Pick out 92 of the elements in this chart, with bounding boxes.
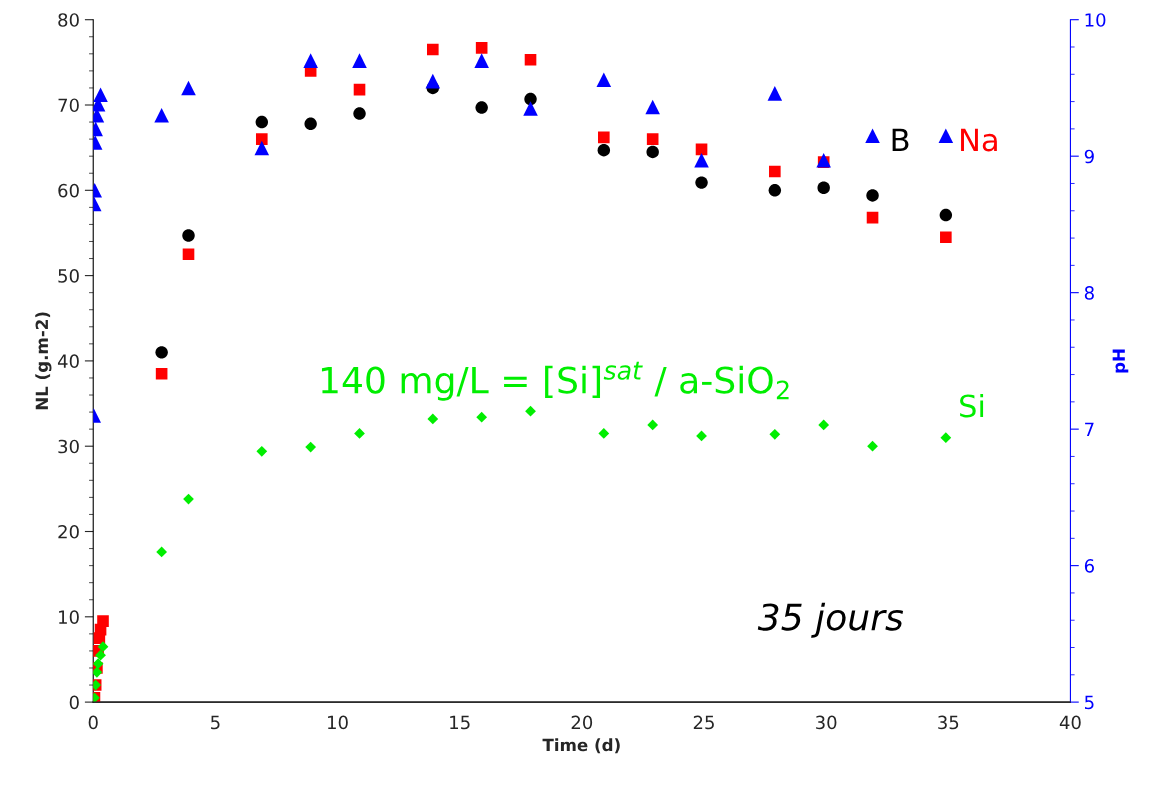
point [155, 367, 168, 380]
point [181, 80, 196, 96]
point [255, 115, 269, 129]
x-tick-label: 20 [571, 715, 593, 730]
point [476, 411, 488, 423]
point [255, 133, 268, 145]
point [475, 42, 488, 54]
point [940, 231, 952, 244]
point [694, 152, 709, 168]
x-tick-label: 15 [450, 715, 470, 730]
x-tick-label: 25 [693, 715, 714, 730]
point [646, 145, 659, 159]
y-tick-label: 40 [57, 354, 79, 369]
point [939, 208, 953, 222]
point [867, 440, 878, 452]
point [427, 43, 439, 56]
x-tick-label: 0 [88, 715, 98, 730]
point [474, 53, 489, 68]
point [866, 189, 879, 202]
point [818, 419, 830, 431]
point [182, 229, 195, 242]
y2-tick-label: 5 [1085, 695, 1094, 710]
point [525, 405, 536, 417]
y2-tick-label: 7 [1085, 422, 1094, 436]
y2-axis-title: pH [1112, 349, 1129, 373]
y-tick-label: 70 [58, 98, 79, 113]
point [940, 432, 952, 444]
y-tick-label: 20 [58, 524, 79, 539]
point [353, 83, 366, 96]
y2-tick-label: 10 [1085, 13, 1106, 27]
y2-tick-label: 9 [1084, 149, 1094, 164]
point [93, 658, 104, 670]
point [95, 649, 106, 661]
point [352, 53, 367, 68]
point [645, 99, 660, 115]
x-axis-title: Time (d) [542, 738, 620, 754]
point [97, 615, 109, 627]
y-axis-title: NL (g.m-2) [35, 312, 52, 410]
point [305, 441, 317, 453]
point [254, 140, 270, 156]
x-tick-label: 5 [211, 715, 220, 730]
text: Na [961, 128, 997, 152]
point [182, 248, 195, 261]
point [427, 413, 439, 425]
point [523, 101, 538, 116]
point [155, 346, 168, 359]
x-tick-label: 30 [816, 715, 837, 730]
annotation: 35 jours [757, 602, 904, 638]
series-label: B [892, 128, 909, 151]
point [767, 86, 783, 101]
y2-tick-label: 6 [1084, 559, 1094, 573]
point [817, 181, 830, 194]
point [597, 144, 611, 157]
point [866, 211, 879, 224]
point [93, 87, 108, 103]
point [816, 152, 831, 168]
y-tick-label: 30 [58, 439, 79, 454]
x-tick-label: 35 [938, 715, 959, 730]
point [695, 176, 708, 189]
y-tick-label: 10 [59, 610, 79, 624]
point [524, 92, 537, 106]
point [769, 165, 781, 178]
point [156, 546, 168, 558]
point [646, 133, 659, 145]
point [596, 72, 612, 88]
point [97, 641, 109, 653]
y-tick-label: 80 [58, 13, 79, 27]
y-tick-label: 0 [69, 695, 79, 710]
point [938, 128, 954, 143]
x-tick-label: 40 [1059, 715, 1081, 730]
point [154, 107, 169, 123]
point [303, 53, 318, 68]
point [769, 428, 781, 440]
point [768, 184, 782, 197]
point [256, 445, 268, 457]
point [354, 428, 365, 439]
point [647, 419, 659, 431]
point [353, 107, 366, 120]
point [93, 666, 103, 678]
y2-tick-label: 8 [1084, 286, 1094, 300]
point [475, 101, 488, 114]
annotation: 140 mg/L = [Si]$^{sat}$ / a-SiO$_{2}$ [321, 361, 789, 401]
y-tick-label: 60 [58, 183, 79, 198]
x-tick-label: 10 [328, 715, 348, 730]
point [865, 128, 880, 143]
point [304, 117, 317, 130]
point [598, 131, 610, 144]
point [598, 428, 610, 439]
series-label: Si [960, 393, 984, 418]
y-tick-label: 50 [58, 269, 79, 283]
point [524, 53, 537, 66]
point [425, 73, 441, 89]
